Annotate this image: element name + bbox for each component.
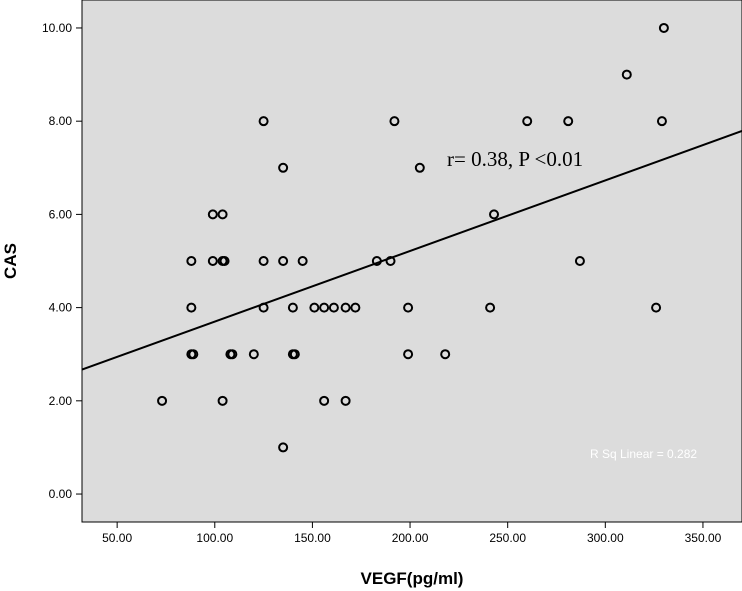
data-point — [297, 256, 308, 266]
plot-area — [81, 0, 742, 523]
data-point — [248, 349, 259, 360]
r-squared-label: R Sq Linear = 0.282 — [590, 447, 697, 461]
data-point — [186, 302, 197, 313]
data-point — [440, 349, 451, 360]
data-point — [485, 302, 496, 313]
data-point — [385, 256, 396, 266]
y-tick-label: 6.00 — [49, 207, 73, 221]
data-point — [319, 302, 330, 313]
data-point — [278, 256, 289, 266]
data-point — [414, 162, 425, 173]
data-point — [658, 22, 669, 33]
x-axis-title: VEGF(pg/ml) — [361, 569, 464, 588]
data-point — [371, 256, 382, 266]
data-point — [621, 69, 632, 80]
y-tick-label: 2.00 — [49, 394, 73, 408]
data-point — [563, 116, 574, 127]
x-axis: 50.00 100.00 150.00 200.00 250.00 300.00 350.0… — [102, 522, 722, 545]
y-tick-label: 0.00 — [49, 487, 73, 501]
data-point — [403, 302, 414, 313]
data-point — [287, 302, 298, 313]
x-tick-label: 350.00 — [685, 531, 722, 545]
x-tick-label: 250.00 — [489, 531, 526, 545]
data-point — [188, 349, 199, 360]
correlation-annotation: r= 0.38, P <0.01 — [447, 147, 583, 171]
data-points — [157, 22, 669, 453]
x-tick-label: 200.00 — [392, 531, 429, 545]
data-point — [389, 116, 400, 127]
data-point — [403, 349, 414, 360]
x-tick-label: 50.00 — [102, 531, 132, 545]
data-point — [219, 256, 230, 266]
data-point — [258, 302, 269, 313]
y-axis: 0.00 2.00 4.00 6.00 8.00 10.00 — [42, 21, 82, 501]
data-point — [258, 116, 269, 127]
data-point — [651, 302, 662, 313]
data-point — [489, 209, 500, 220]
data-point — [522, 116, 533, 127]
data-point — [207, 209, 218, 220]
data-point — [309, 302, 320, 313]
data-point — [278, 162, 289, 173]
data-point — [278, 442, 289, 453]
x-tick-label: 300.00 — [587, 531, 624, 545]
data-point — [227, 349, 238, 360]
data-point — [340, 302, 351, 313]
data-point — [350, 302, 361, 313]
data-point — [289, 349, 300, 360]
data-point — [574, 256, 585, 266]
data-point — [328, 302, 339, 313]
data-point — [656, 116, 667, 127]
y-tick-label: 10.00 — [42, 21, 72, 35]
data-point — [157, 395, 168, 406]
x-tick-label: 150.00 — [294, 531, 331, 545]
y-axis-title: CAS — [1, 243, 20, 279]
data-point — [217, 395, 228, 406]
data-point — [258, 256, 269, 266]
linear-fit-line — [81, 130, 742, 371]
data-point — [340, 395, 351, 406]
y-tick-label: 8.00 — [49, 114, 73, 128]
x-tick-label: 100.00 — [196, 531, 233, 545]
data-point — [186, 256, 197, 266]
data-point — [319, 395, 330, 406]
data-point — [217, 209, 228, 220]
data-point — [207, 256, 218, 266]
y-tick-label: 4.00 — [49, 301, 73, 315]
